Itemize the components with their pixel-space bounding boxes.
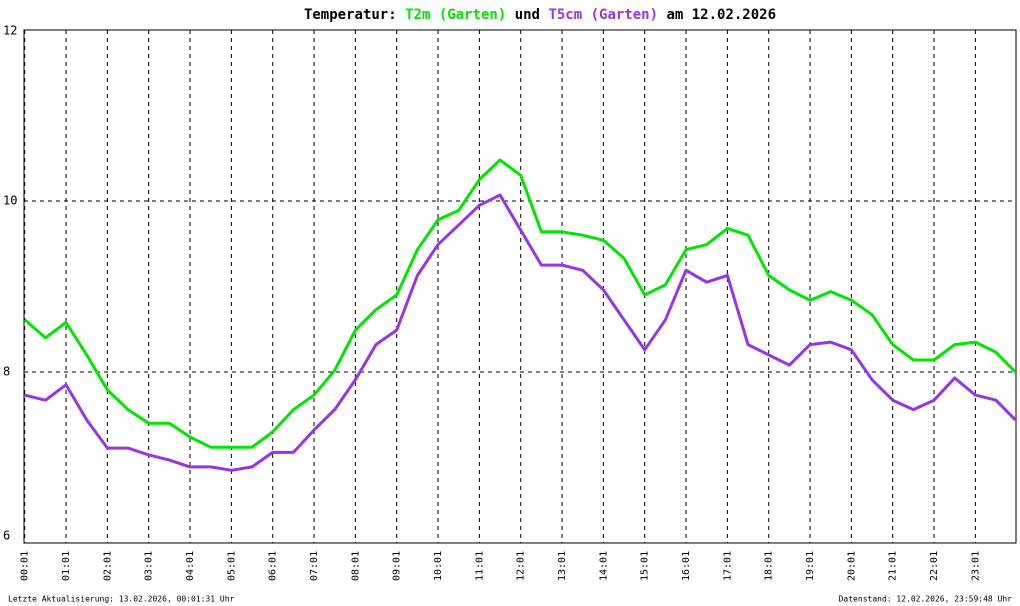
x-tick-label: 23:01 — [970, 551, 981, 581]
x-tick-label: 09:01 — [392, 551, 403, 581]
x-tick-label: 12:01 — [516, 551, 527, 581]
x-tick-label: 18:01 — [764, 551, 775, 581]
x-tick-label: 19:01 — [805, 551, 816, 581]
x-tick-label: 20:01 — [846, 551, 857, 581]
x-tick-label: 10:01 — [433, 551, 444, 581]
plot-border — [23, 29, 1017, 544]
x-tick-label: 16:01 — [681, 551, 692, 581]
x-tick-label: 15:01 — [640, 551, 651, 581]
x-tick-label: 21:01 — [888, 551, 899, 581]
x-tick-label: 06:01 — [268, 551, 279, 581]
x-tick-label: 02:01 — [102, 551, 113, 581]
y-tick-label: 8 — [3, 365, 10, 379]
x-tick-label: 00:01 — [20, 551, 31, 581]
x-tick-label: 08:01 — [350, 551, 361, 581]
x-tick-label: 07:01 — [309, 551, 320, 581]
x-tick-label: 17:01 — [722, 551, 733, 581]
chart-title: Temperatur: T2m (Garten) und T5cm (Garte… — [304, 7, 776, 23]
x-tick-label: 05:01 — [226, 551, 237, 581]
x-tick-label: 01:01 — [61, 551, 72, 581]
x-tick-label: 14:01 — [598, 551, 609, 581]
data-line — [24, 193, 1017, 472]
legend-entry: T5cm (Garten) — [548, 7, 658, 23]
y-tick-label: 10 — [3, 194, 17, 208]
data-line — [23, 158, 1017, 449]
title-suffix: am 12.02.2026 — [666, 7, 776, 23]
x-tick-label: 03:01 — [144, 551, 155, 581]
footer-right: Datenstand: 12.02.2026, 23:59:48 Uhr — [839, 595, 1013, 604]
y-tick-label: 12 — [3, 24, 17, 38]
x-tick-label: 04:01 — [185, 551, 196, 581]
legend-entry: T2m (Garten) — [405, 7, 506, 23]
x-tick-label: 22:01 — [929, 551, 940, 581]
y-tick-label: 6 — [3, 529, 10, 543]
title-joiner: und — [515, 7, 540, 23]
x-tick-label: 11:01 — [474, 551, 485, 581]
footer-left: Letzte Aktualisierung: 13.02.2026, 00:01… — [8, 595, 235, 604]
title-prefix: Temperatur: — [304, 7, 397, 23]
x-tick-label: 13:01 — [557, 551, 568, 581]
